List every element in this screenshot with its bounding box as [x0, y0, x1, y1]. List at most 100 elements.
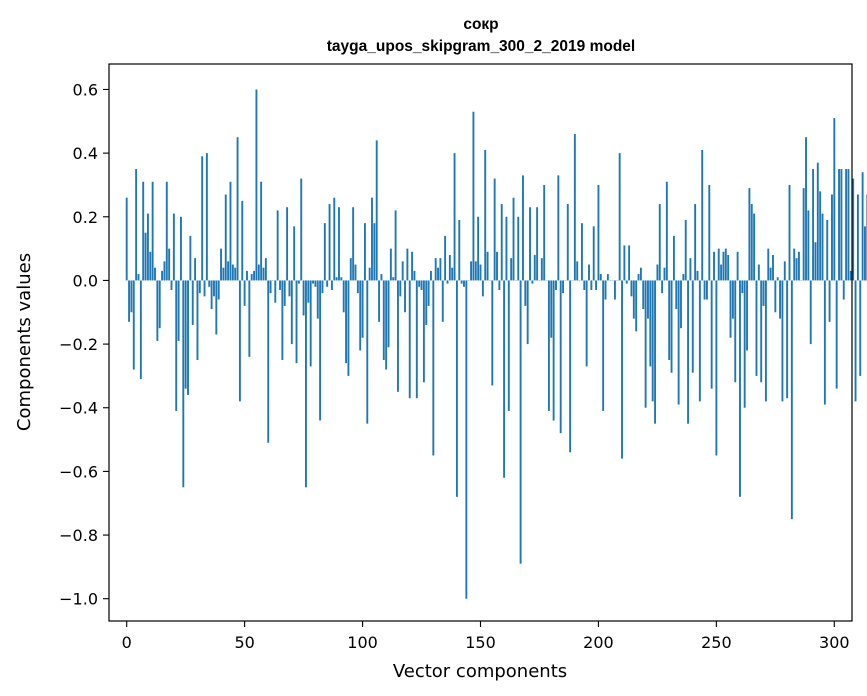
bar — [227, 261, 230, 281]
bar — [399, 280, 402, 297]
bar — [368, 267, 371, 281]
bar — [163, 261, 166, 281]
bar — [349, 258, 352, 281]
bar — [302, 280, 305, 316]
bar — [623, 245, 626, 281]
bar — [559, 280, 562, 434]
bar — [283, 280, 286, 306]
x-tick-label: 250 — [701, 633, 732, 652]
bar — [746, 280, 748, 351]
bar — [144, 232, 147, 281]
bar — [701, 149, 704, 281]
bar — [741, 280, 744, 294]
bar — [253, 270, 256, 281]
x-tick-label: 100 — [347, 633, 378, 652]
bar — [651, 280, 654, 402]
bar — [375, 140, 378, 281]
bar — [760, 280, 763, 383]
bar — [658, 204, 661, 281]
bar — [731, 280, 734, 319]
bar — [319, 280, 322, 421]
bar — [470, 261, 473, 281]
bar — [689, 258, 692, 281]
bar — [715, 280, 718, 456]
bar — [743, 280, 746, 408]
y-tick-label: 0.0 — [73, 271, 98, 290]
bar — [394, 210, 397, 281]
bar — [269, 280, 272, 294]
bar — [635, 280, 638, 332]
bar — [415, 280, 418, 399]
bar — [833, 118, 836, 281]
bar — [366, 280, 369, 424]
bar — [453, 153, 456, 281]
bar — [717, 248, 720, 281]
bar — [427, 280, 430, 306]
bar — [312, 280, 314, 284]
bar — [392, 277, 395, 281]
bar — [599, 274, 602, 281]
bar — [158, 280, 161, 329]
bar — [703, 280, 706, 300]
bar — [330, 280, 333, 290]
bar — [606, 274, 609, 281]
bar — [569, 280, 572, 453]
bar — [340, 277, 343, 281]
bar — [821, 213, 824, 281]
bar — [859, 280, 862, 376]
bar — [682, 274, 685, 281]
bar — [644, 280, 647, 408]
x-tick-label: 200 — [583, 633, 614, 652]
bar — [809, 280, 812, 345]
bar — [531, 280, 534, 284]
bar — [474, 261, 477, 281]
bar — [750, 204, 753, 281]
bar — [826, 219, 829, 281]
bar — [816, 162, 819, 281]
bar — [196, 280, 199, 360]
bar — [182, 280, 185, 488]
bar — [380, 274, 383, 281]
bar — [769, 267, 772, 281]
bar — [347, 280, 350, 376]
bar — [184, 280, 187, 389]
bar — [387, 280, 390, 348]
bar — [628, 245, 631, 281]
bar — [213, 280, 215, 297]
bar — [720, 264, 723, 281]
bar — [408, 280, 411, 399]
bar — [274, 280, 277, 303]
bar — [385, 280, 388, 370]
bar — [210, 280, 213, 310]
bar — [363, 223, 366, 281]
y-tick-label: −0.4 — [59, 399, 98, 418]
bar — [840, 169, 843, 281]
bar — [481, 280, 484, 297]
bar — [512, 197, 515, 281]
bar — [663, 267, 666, 281]
x-tick-label: 50 — [234, 633, 254, 652]
bar — [286, 207, 289, 281]
bar — [580, 223, 583, 281]
bar — [602, 280, 605, 411]
bar — [326, 280, 329, 287]
bar — [352, 207, 355, 281]
bar — [566, 204, 569, 281]
x-tick-label: 150 — [465, 633, 496, 652]
bar — [243, 280, 246, 306]
bar — [316, 280, 319, 319]
bar — [361, 280, 364, 338]
bar — [691, 280, 694, 373]
bar — [194, 258, 197, 281]
y-axis-label: Components values — [14, 253, 35, 431]
bar — [295, 280, 298, 364]
bar — [786, 280, 789, 399]
bar — [220, 248, 222, 281]
bar — [797, 251, 800, 281]
bar — [413, 270, 416, 281]
bar — [767, 248, 770, 281]
bar — [234, 267, 237, 281]
bar — [621, 280, 623, 459]
bar — [656, 264, 659, 281]
bar — [710, 280, 713, 389]
